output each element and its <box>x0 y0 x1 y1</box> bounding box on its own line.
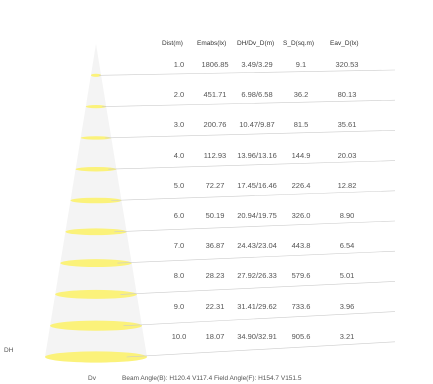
table-row: 1.0 1806.85 3.49/3.29 9.1 320.53 <box>0 60 433 70</box>
dh-label: DH <box>4 347 14 354</box>
table-cell: 226.4 <box>291 180 311 190</box>
table-cell: 12.82 <box>337 180 357 190</box>
leader-line <box>108 160 396 170</box>
leader-line <box>123 311 396 326</box>
illuminance-ellipse <box>85 105 107 109</box>
header-area: S_D(sq.m) <box>283 40 315 47</box>
table-row: 3.0 200.76 10.47/9.87 81.5 35.61 <box>0 120 433 130</box>
table-cell: 443.8 <box>291 241 311 251</box>
leader-line <box>114 220 396 233</box>
table-cell: 3.21 <box>339 331 355 341</box>
table-cell: 72.27 <box>205 180 225 190</box>
table-row: 5.0 72.27 17.45/16.46 226.4 12.82 <box>0 181 433 191</box>
leader-line <box>99 69 396 76</box>
table-cell: 144.9 <box>291 150 311 160</box>
table-cell: 9.0 <box>173 301 185 311</box>
illuminance-ellipse <box>75 166 117 172</box>
table-row: 6.0 50.19 20.94/19.75 326.0 8.90 <box>0 211 433 221</box>
table-cell: 733.6 <box>291 301 311 311</box>
table-cell: 5.0 <box>173 180 185 190</box>
illuminance-ellipse <box>45 351 147 363</box>
table-cell: 80.13 <box>337 90 357 100</box>
table-cell: 27.92/26.33 <box>237 271 277 281</box>
table-cell: 50.19 <box>205 211 225 220</box>
illuminance-ellipse <box>60 259 132 268</box>
table-cell: 81.5 <box>293 120 309 130</box>
table-cell: 326.0 <box>291 211 311 220</box>
table-cell: 5.01 <box>339 271 355 281</box>
table-cell: 17.45/16.46 <box>237 180 277 190</box>
illuminance-ellipse <box>80 136 112 140</box>
table-cell: 8.0 <box>173 271 185 281</box>
table-cell: 905.6 <box>291 331 311 341</box>
header-eav: Eav_D(lx) <box>330 40 359 47</box>
table-cell: 10.47/9.87 <box>239 120 275 130</box>
table-cell: 2.0 <box>173 90 185 100</box>
table-cell: 24.43/23.04 <box>237 241 277 251</box>
table-cell: 7.0 <box>173 241 185 251</box>
table-row: 8.0 28.23 27.92/26.33 579.6 5.01 <box>0 271 433 281</box>
leader-lines <box>99 69 396 358</box>
table-cell: 22.31 <box>205 301 225 311</box>
leader-line <box>120 281 396 295</box>
table-cell: 451.71 <box>203 90 227 100</box>
illuminance-ellipse <box>50 320 142 331</box>
table-row: 4.0 112.93 13.96/13.16 144.9 20.03 <box>0 151 433 161</box>
table-cell: 13.96/13.16 <box>237 150 277 160</box>
illuminance-ellipse <box>90 73 102 77</box>
table-cell: 320.53 <box>335 60 359 69</box>
table-cell: 6.98/6.58 <box>241 90 273 100</box>
header-diameter: DH/Dv_D(m) <box>237 40 275 47</box>
table-cell: 6.0 <box>173 211 185 220</box>
table-cell: 3.0 <box>173 120 185 130</box>
table-row: 10.0 18.07 34.90/32.91 905.6 3.21 <box>0 332 433 342</box>
table-cell: 20.03 <box>337 150 357 160</box>
table-cell: 112.93 <box>203 150 227 160</box>
table-cell: 200.76 <box>203 120 227 130</box>
illuminance-ellipse <box>70 197 122 204</box>
table-cell: 8.90 <box>339 211 355 220</box>
table-row: 7.0 36.87 24.43/23.04 443.8 6.54 <box>0 241 433 251</box>
table-cell: 10.0 <box>171 331 187 341</box>
header-dist: Dist(m) <box>162 40 183 47</box>
table-row: 9.0 22.31 31.41/29.62 733.6 3.96 <box>0 302 433 312</box>
beam-angle-footer: Beam Angle(B): H120.4 V117.4 Field Angle… <box>122 375 302 382</box>
table-cell: 3.96 <box>339 301 355 311</box>
illuminance-ellipses <box>45 73 147 363</box>
table-cell: 579.6 <box>291 271 311 281</box>
table-cell: 9.1 <box>295 60 307 69</box>
table-cell: 28.23 <box>205 271 225 281</box>
table-cell: 18.07 <box>205 331 225 341</box>
header-emax: Emabs(lx) <box>197 40 227 47</box>
table-cell: 36.87 <box>205 241 225 251</box>
table-cell: 1806.85 <box>201 60 229 69</box>
leader-line <box>117 250 396 264</box>
table-cell: 20.94/19.75 <box>237 211 277 220</box>
leader-line <box>111 190 396 201</box>
table-row: 2.0 451.71 6.98/6.58 36.2 80.13 <box>0 90 433 100</box>
leader-line <box>105 130 396 139</box>
leader-line <box>102 99 396 107</box>
table-cell: 36.2 <box>293 90 309 100</box>
table-cell: 3.49/3.29 <box>241 60 273 69</box>
table-cell: 6.54 <box>339 241 355 251</box>
table-cell: 1.0 <box>173 60 185 69</box>
table-cell: 4.0 <box>173 150 185 160</box>
table-cell: 35.61 <box>337 120 357 130</box>
dv-label: Dv <box>88 375 96 382</box>
table-cell: 31.41/29.62 <box>237 301 277 311</box>
leader-line <box>126 341 396 358</box>
illuminance-ellipse <box>65 228 127 236</box>
illuminance-ellipse <box>55 289 137 299</box>
table-cell: 34.90/32.91 <box>237 331 277 341</box>
